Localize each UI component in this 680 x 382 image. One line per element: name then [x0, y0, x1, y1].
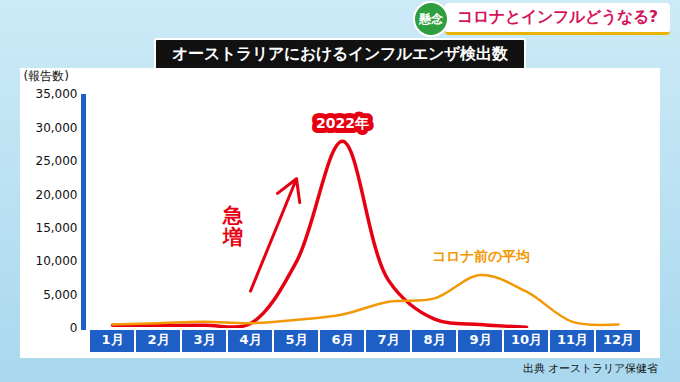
svg-text:15,000: 15,000: [36, 221, 78, 235]
svg-text:2022年: 2022年: [316, 115, 369, 131]
svg-text:急増: 急増: [222, 203, 243, 249]
svg-text:6月: 6月: [331, 332, 353, 347]
svg-text:コロナ前の平均: コロナ前の平均: [432, 248, 530, 264]
svg-text:35,000: 35,000: [36, 87, 78, 101]
svg-text:4月: 4月: [239, 332, 261, 347]
svg-text:1月: 1月: [101, 332, 123, 347]
svg-text:(報告数): (報告数): [24, 69, 69, 83]
svg-text:7月: 7月: [377, 332, 399, 347]
html-text:出典 オーストラリア保健省: 出典 オーストラリア保健省: [522, 362, 658, 375]
html-text:懸念: 懸念: [418, 11, 443, 26]
svg-text:30,000: 30,000: [36, 121, 78, 135]
svg-text:5,000: 5,000: [43, 288, 77, 302]
html-text:コロナとインフルどうなる?: コロナとインフルどうなる?: [456, 7, 658, 26]
svg-text:11月: 11月: [557, 332, 588, 347]
html-text:オーストラリアにおけるインフルエンザ検出数: オーストラリアにおけるインフルエンザ検出数: [172, 44, 508, 63]
svg-text:12月: 12月: [603, 332, 634, 347]
svg-text:3月: 3月: [193, 332, 215, 347]
svg-text:20,000: 20,000: [36, 188, 78, 202]
svg-text:2月: 2月: [147, 332, 169, 347]
svg-text:10,000: 10,000: [36, 254, 78, 268]
svg-text:8月: 8月: [423, 332, 445, 347]
svg-text:25,000: 25,000: [36, 154, 78, 168]
svg-text:9月: 9月: [469, 332, 491, 347]
svg-text:0: 0: [70, 321, 78, 335]
svg-text:5月: 5月: [285, 332, 307, 347]
svg-text:10月: 10月: [511, 332, 542, 347]
